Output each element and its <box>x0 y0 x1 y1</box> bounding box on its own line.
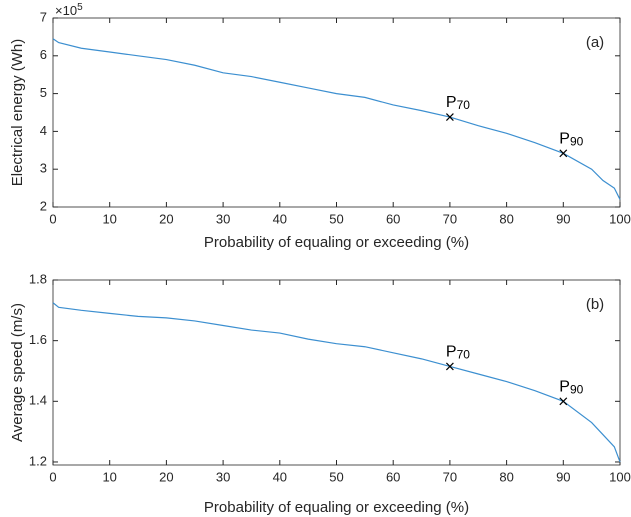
x-tick-label: 90 <box>556 211 570 226</box>
x-tick-label: 50 <box>329 211 343 226</box>
annotation: P90 <box>559 379 583 397</box>
x-tick-label: 70 <box>443 469 457 484</box>
x-tick-label: 20 <box>159 469 173 484</box>
exponent-base: ×10 <box>55 3 77 18</box>
annotation-text: P <box>559 379 570 396</box>
y-axis-label: Average speed (m/s) <box>9 303 26 442</box>
y-tick-label: 1.8 <box>29 271 47 286</box>
y-tick-label: 6 <box>40 47 47 62</box>
panel-label: (b) <box>586 296 604 313</box>
annotation-marker <box>559 397 568 406</box>
panel-label: (a) <box>586 34 604 51</box>
x-tick-label: 40 <box>273 469 287 484</box>
annotation: P70 <box>446 94 470 112</box>
x-tick-label: 30 <box>216 211 230 226</box>
annotation-text: P <box>446 344 457 361</box>
x-tick-label: 10 <box>102 211 116 226</box>
annotation-text: P <box>559 131 570 148</box>
annotation-sub: 70 <box>457 348 471 362</box>
x-tick-label: 60 <box>386 211 400 226</box>
marker-stroke <box>445 113 454 121</box>
x-tick-label: 100 <box>609 469 631 484</box>
x-tick-label: 80 <box>499 469 513 484</box>
x-tick-label: 90 <box>556 469 570 484</box>
x-tick-label: 70 <box>443 211 457 226</box>
annotation-sub: 90 <box>570 382 584 396</box>
y-tick-label: 3 <box>40 161 47 176</box>
x-tick-label: 0 <box>49 211 56 226</box>
annotation-marker <box>445 362 454 371</box>
x-tick-label: 60 <box>386 469 400 484</box>
y-tick-label: 7 <box>40 9 47 24</box>
x-tick-label: 100 <box>609 211 631 226</box>
x-tick-label: 10 <box>102 469 116 484</box>
data-line <box>52 38 621 200</box>
marker-stroke <box>559 397 568 406</box>
x-tick-label: 20 <box>159 211 173 226</box>
x-tick-label: 0 <box>49 469 56 484</box>
marker-stroke <box>445 362 454 371</box>
axes-box <box>52 17 621 208</box>
annotation: P70 <box>446 344 470 362</box>
y-tick-label: 5 <box>40 85 47 100</box>
x-tick-label: 80 <box>499 211 513 226</box>
annotation: P90 <box>559 131 583 149</box>
x-tick-label: 30 <box>216 469 230 484</box>
y-tick-label: 4 <box>40 123 47 138</box>
y-axis-label: Electrical energy (Wh) <box>9 39 26 187</box>
x-tick-label: 40 <box>273 211 287 226</box>
annotation-sub: 90 <box>570 134 584 148</box>
y-tick-label: 1.4 <box>29 393 47 408</box>
y-tick-label: 1.6 <box>29 332 47 347</box>
annotation-marker <box>559 149 568 158</box>
marker-stroke <box>559 149 568 158</box>
y-tick-label: 2 <box>40 198 47 213</box>
exponent-power: 5 <box>77 2 83 13</box>
x-axis-label: Probability of equaling or exceeding (%) <box>204 499 469 516</box>
x-tick-label: 50 <box>329 469 343 484</box>
x-axis-label: Probability of equaling or exceeding (%) <box>204 234 469 251</box>
data-line <box>52 302 621 463</box>
annotation-sub: 70 <box>457 98 471 112</box>
annotation-marker <box>445 113 454 121</box>
y-exponent: ×105 <box>55 2 83 19</box>
axes-box <box>52 279 621 466</box>
y-tick-label: 1.2 <box>29 453 47 468</box>
annotation-text: P <box>446 94 457 111</box>
